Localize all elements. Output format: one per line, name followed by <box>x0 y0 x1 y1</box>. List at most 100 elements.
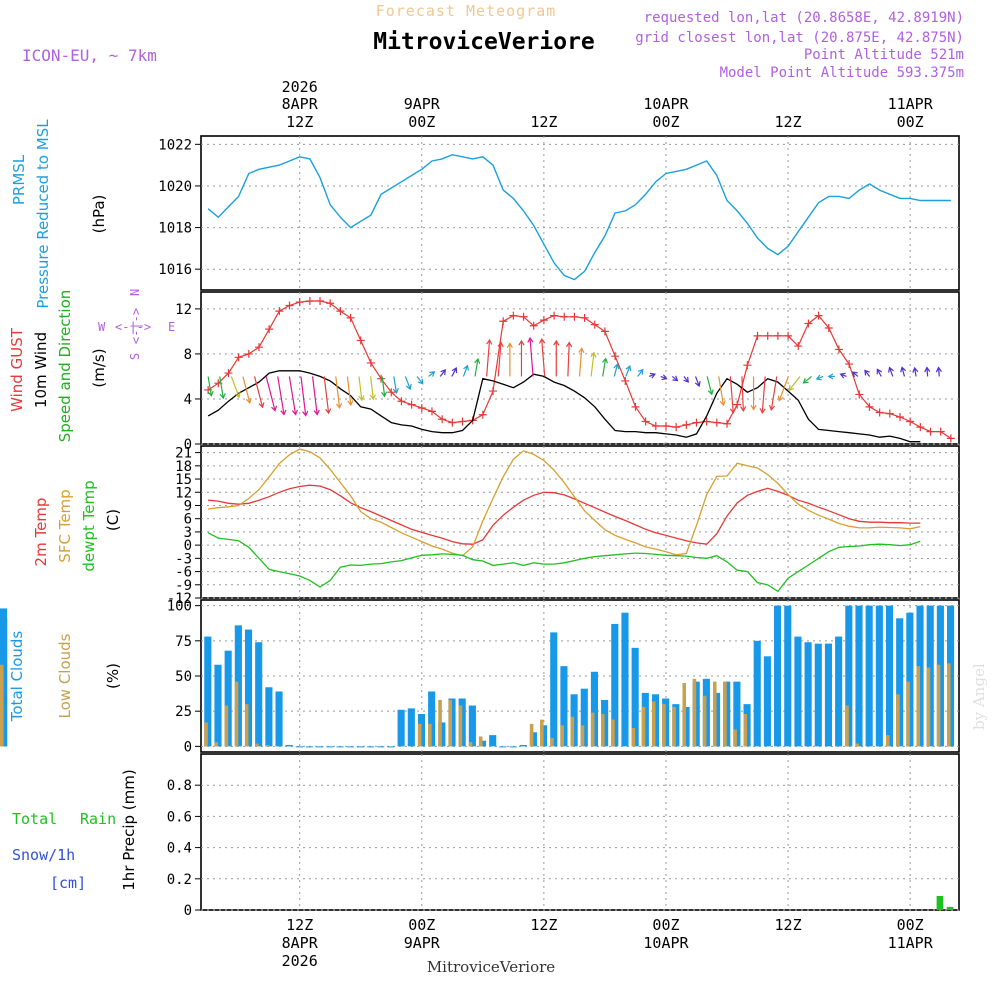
wind-direction-arrow <box>242 376 251 404</box>
total-cloud-bar <box>560 666 568 747</box>
wind-direction-arrow <box>346 376 352 406</box>
wind-direction-arrow <box>803 375 812 384</box>
wind-arrow-head <box>888 366 894 373</box>
gust-marker <box>275 307 284 316</box>
wind-arrow-head <box>637 368 644 375</box>
low-cloud-bar <box>458 705 463 747</box>
total-cloud-bar <box>499 746 507 748</box>
top-time-hour: 00Z <box>652 113 679 131</box>
wind-arrow-head <box>486 338 493 345</box>
panel-wind: 0 4 8 12 <box>175 291 960 453</box>
y-tick-label: 75 <box>175 634 192 650</box>
temp-unit-label: (C) <box>104 509 122 531</box>
wind-direction-arrow <box>613 364 619 377</box>
y-tick-label: 0.2 <box>167 872 192 888</box>
wind-arrow-head <box>392 388 399 395</box>
wind-arrow-head <box>900 366 907 373</box>
wind-direction-arrow <box>486 339 491 377</box>
low-cloud-bar <box>845 705 849 747</box>
low-cloud-bar <box>478 736 483 747</box>
compass-n: N <box>128 289 142 296</box>
low-cloud-bar <box>702 695 707 747</box>
prmsl-label: PRMSL <box>10 154 28 205</box>
wind-arrow-head <box>417 378 424 385</box>
gust-marker <box>316 297 325 306</box>
panel-frame <box>200 445 960 599</box>
wind-arrow-head <box>768 404 776 411</box>
wind-direction-arrow <box>311 376 318 415</box>
wind-direction-arrow <box>428 371 435 377</box>
low-cloud-bar <box>885 735 890 747</box>
wind-arrow-head <box>935 366 942 373</box>
low-cloud-bar <box>214 742 218 747</box>
total-cloud-bar <box>377 746 385 748</box>
gust-marker <box>661 421 670 430</box>
wind-arrow-head <box>827 373 834 380</box>
wind-direction-arrow <box>718 376 725 406</box>
wind-arrow-head <box>719 400 726 407</box>
total-cloud-bar <box>265 687 273 747</box>
low-cloud-bar <box>540 719 544 747</box>
total-cloud-bar <box>316 746 324 748</box>
gust-marker <box>946 434 955 443</box>
low-cloud-bar <box>529 723 534 747</box>
wind-arrow-head <box>313 409 320 416</box>
wind-direction-arrow <box>901 367 906 377</box>
y-tick-label: 1016 <box>158 262 192 278</box>
wind-direction-arrow <box>207 376 212 396</box>
gust-marker <box>570 312 579 321</box>
wind-direction-arrow <box>778 376 789 401</box>
gust-marker <box>295 298 304 307</box>
top-time-hour: 12Z <box>775 113 802 131</box>
precip-axis-label: 1hr Precip (mm) <box>120 769 138 890</box>
total-cloud-bar <box>784 605 792 747</box>
total-cloud-bar <box>865 605 873 747</box>
y-tick-label: 8 <box>184 347 192 363</box>
gust-marker <box>590 320 599 329</box>
gust-marker <box>478 410 487 419</box>
wind-arrow-head <box>302 410 309 417</box>
top-time-hour: 12Z <box>286 113 313 131</box>
top-time-date: 9APR <box>404 95 441 113</box>
panel-prmsl: 1016 1018 1020 1022 <box>158 135 960 291</box>
wind-arrow-head <box>440 369 447 375</box>
wind-arrow-head <box>729 408 737 415</box>
top-time-date: 11APR <box>888 95 934 113</box>
bottom-time-hour: 12Z <box>286 916 313 934</box>
wind-arrow-head <box>219 393 226 400</box>
wind-arrow-head <box>234 392 241 399</box>
bottom-time-hour: 12Z <box>775 916 802 934</box>
wind-direction-arrow <box>625 365 631 377</box>
wind-direction-arrow <box>864 370 871 377</box>
y-tick-label: 1022 <box>158 137 192 153</box>
low-cloud-bar <box>0 677 4 747</box>
total-cloud-bar <box>275 691 283 747</box>
low-cloud-bar <box>590 712 595 747</box>
wind-direction-arrow <box>300 376 307 416</box>
y-tick-label: -3 <box>175 551 192 567</box>
y-tick-label: 100 <box>167 599 192 615</box>
gust-marker <box>906 417 915 426</box>
wind-arrow-head <box>777 395 784 402</box>
bottom-time-date: 9APR <box>404 934 441 952</box>
wind-arrow-head <box>405 384 412 391</box>
gust-marker <box>611 352 620 361</box>
low-cloud-bar <box>204 722 208 747</box>
wind-10m-label: 10m Wind <box>32 332 50 408</box>
gust-marker <box>916 423 925 432</box>
top-time-date: 8APR <box>282 95 319 113</box>
wind-arrow-head <box>707 389 714 396</box>
wind-arrow-head <box>538 337 546 344</box>
gust-marker <box>773 331 782 340</box>
gust-marker <box>753 331 762 340</box>
wind-arrow-head <box>245 397 252 404</box>
total-cloud-bar <box>824 643 833 747</box>
gust-marker <box>356 336 365 345</box>
gust-marker <box>244 349 253 358</box>
wind-direction-arrow <box>706 376 713 395</box>
wind-speed-direction-label: Speed and Direction <box>56 290 74 443</box>
low-clouds-label: Low Clouds <box>56 633 74 718</box>
gust-marker <box>397 397 406 406</box>
low-cloud-bar <box>733 729 737 747</box>
